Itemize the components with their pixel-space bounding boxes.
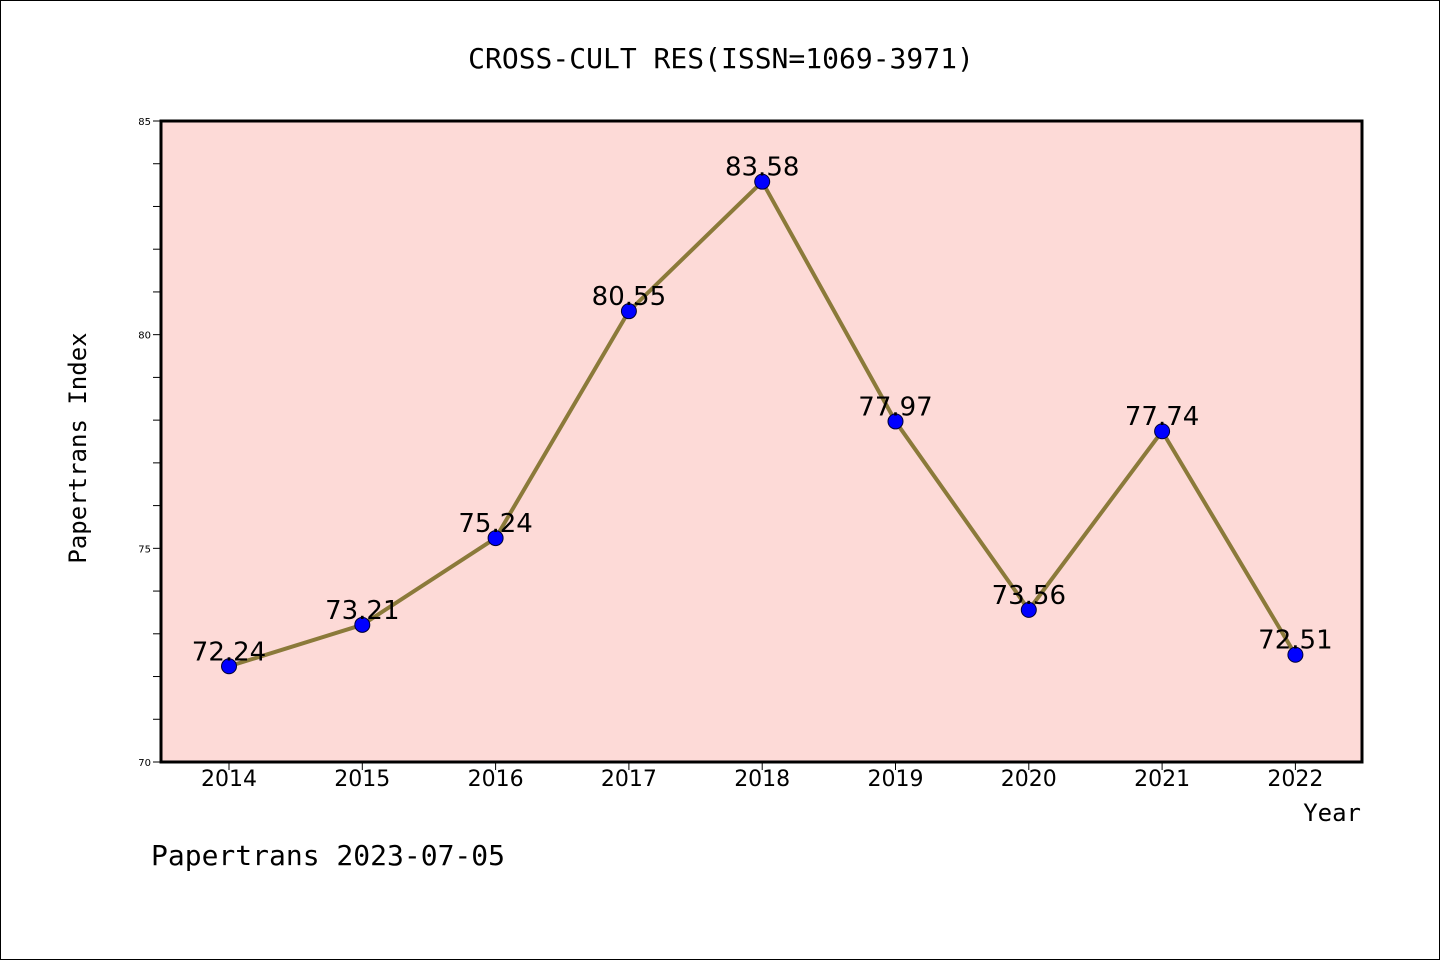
x-tick-label: 2017 — [601, 767, 657, 792]
data-point — [354, 616, 371, 633]
x-tick-label: 2015 — [334, 767, 390, 792]
x-axis-title: Year — [1303, 799, 1361, 827]
data-label: 80.55 — [592, 282, 666, 312]
data-label: 77.74 — [1125, 402, 1199, 432]
chart-title: CROSS-CULT RES(ISSN=1069-3971) — [468, 42, 974, 75]
x-axis: 2014 2015 2016 2017 2018 2019 2020 2021 2022 — [201, 762, 1323, 792]
y-axis-title: Papertrans Index — [64, 332, 92, 563]
footer-text: Papertrans 2023-07-05 — [151, 839, 505, 872]
x-tick-label: 2018 — [734, 767, 790, 792]
y-tick-label: 70 — [138, 758, 151, 769]
data-point — [1154, 423, 1171, 440]
x-tick-label: 2022 — [1267, 767, 1323, 792]
series-layer — [221, 173, 1304, 675]
data-label: 72.24 — [192, 637, 266, 667]
data-label: 75.24 — [458, 509, 532, 539]
x-tick-label: 2014 — [201, 767, 257, 792]
data-point — [487, 530, 504, 547]
x-tick-label: 2020 — [1001, 767, 1057, 792]
data-label: 72.51 — [1258, 626, 1332, 656]
data-label: 73.21 — [325, 596, 399, 626]
data-label: 73.56 — [992, 581, 1066, 611]
x-tick-label: 2021 — [1134, 767, 1190, 792]
y-tick-label: 75 — [138, 544, 151, 555]
data-point — [221, 658, 237, 675]
y-tick-label: 80 — [138, 331, 151, 342]
y-tick-label: 85 — [138, 117, 151, 128]
data-point — [620, 303, 637, 320]
data-label: 77.97 — [858, 392, 932, 422]
data-label: 83.58 — [725, 153, 799, 183]
x-tick-label: 2016 — [468, 767, 524, 792]
data-point — [1020, 601, 1037, 618]
data-point — [1287, 646, 1304, 663]
data-point — [754, 173, 771, 190]
plot-area — [159, 119, 1364, 764]
data-point — [887, 413, 904, 430]
data-labels: 72.24 73.21 75.24 80.55 83.58 77.97 73.56 77.74… — [192, 153, 1333, 668]
x-tick-label: 2019 — [868, 767, 924, 792]
y-axis: 70 75 80 85 — [138, 117, 161, 769]
